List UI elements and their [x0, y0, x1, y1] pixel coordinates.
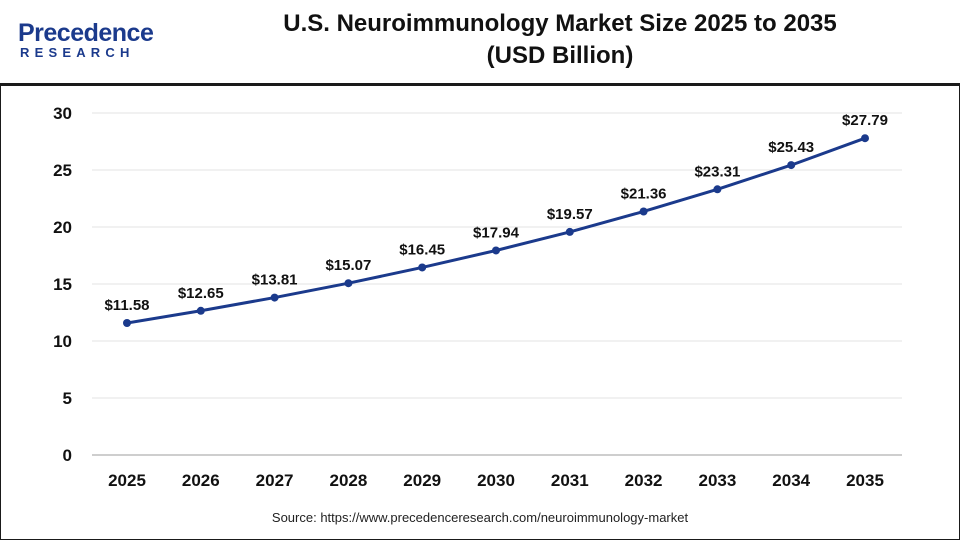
data-label: $25.43	[768, 139, 814, 156]
data-point	[196, 306, 205, 315]
data-point	[418, 263, 427, 272]
x-tick-label: 2035	[846, 471, 884, 490]
data-label: $13.81	[252, 272, 298, 289]
y-tick-label: 20	[53, 218, 72, 237]
y-tick-label: 10	[53, 332, 72, 351]
x-tick-label: 2030	[477, 471, 515, 490]
brand-logo: Precedence RESEARCH	[18, 18, 168, 68]
data-point	[565, 227, 574, 236]
data-label: $27.79	[842, 112, 888, 129]
x-tick-label: 2034	[772, 471, 810, 490]
data-point	[123, 318, 131, 327]
source-note: Source: https://www.precedenceresearch.c…	[271, 510, 689, 525]
data-label: $19.57	[547, 206, 593, 223]
x-tick-label: 2025	[108, 471, 146, 490]
chart-title: U.S. Neuroimmunology Market Size 2025 to…	[230, 8, 890, 72]
y-tick-label: 5	[63, 389, 72, 408]
x-tick-label: 2031	[551, 471, 589, 490]
data-point	[639, 207, 648, 216]
data-label: $23.31	[694, 163, 740, 180]
x-tick-label: 2029	[403, 471, 441, 490]
y-tick-label: 15	[53, 275, 72, 294]
header-divider	[0, 83, 960, 86]
x-tick-label: 2032	[625, 471, 663, 490]
chart-title-line-1: U.S. Neuroimmunology Market Size 2025 to…	[283, 10, 837, 37]
data-label: $11.58	[104, 297, 149, 314]
data-point	[270, 293, 279, 302]
brand-name: Precedence	[18, 19, 154, 47]
data-label: $15.07	[325, 257, 371, 274]
data-point	[861, 134, 869, 143]
data-point	[492, 246, 500, 255]
data-label: $21.36	[621, 185, 667, 202]
data-point	[713, 185, 722, 194]
header: Precedence RESEARCH U.S. Neuroimmunology…	[0, 0, 960, 83]
x-tick-label: 2027	[256, 471, 294, 490]
data-label: $17.94	[473, 224, 520, 241]
data-point	[344, 279, 353, 288]
data-label: $12.65	[178, 285, 224, 302]
brand-subtitle: RESEARCH	[20, 45, 135, 60]
y-tick-label: 25	[53, 161, 72, 180]
y-tick-label: 30	[53, 104, 72, 123]
y-tick-label: 0	[63, 446, 72, 465]
x-tick-label: 2028	[329, 471, 367, 490]
chart-title-line-2: (USD Billion)	[486, 42, 634, 69]
data-point	[787, 161, 796, 170]
data-label: $16.45	[399, 241, 445, 258]
x-tick-label: 2033	[698, 471, 736, 490]
x-tick-label: 2026	[182, 471, 220, 490]
